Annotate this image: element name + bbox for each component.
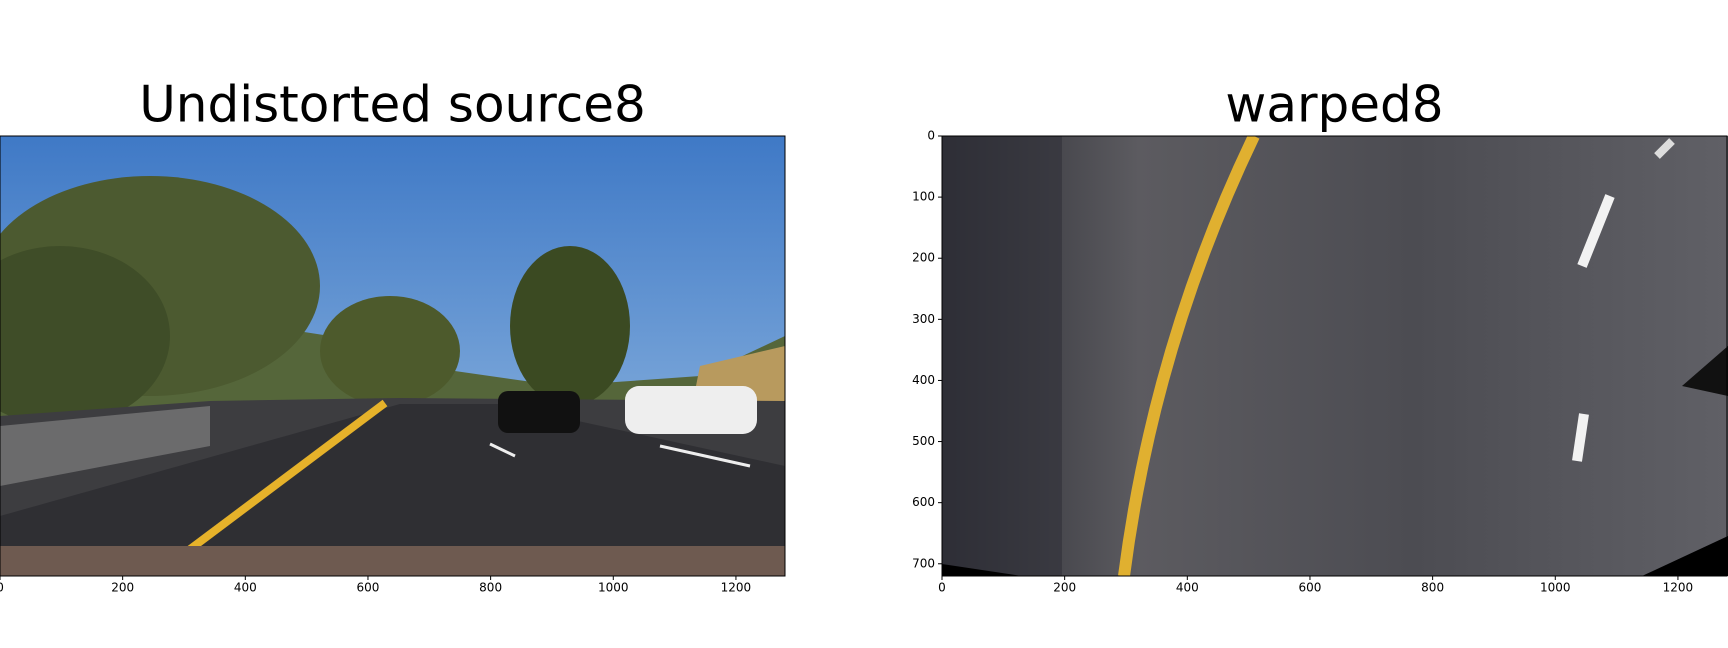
y-tick-label: 100 bbox=[912, 190, 935, 204]
y-tick-label: 400 bbox=[912, 373, 935, 387]
chart-title: warped8 bbox=[1225, 76, 1443, 134]
x-tick-label: 600 bbox=[1299, 581, 1322, 595]
x-tick-label: 200 bbox=[111, 581, 134, 595]
x-tick-label: 0 bbox=[938, 581, 946, 595]
chart-title: Undistorted source8 bbox=[139, 76, 646, 134]
axes-frame bbox=[0, 135, 786, 577]
x-tick-label: 1200 bbox=[721, 581, 752, 595]
axes-frame bbox=[941, 135, 1728, 577]
x-tick-label: 1000 bbox=[1540, 581, 1571, 595]
source-image bbox=[0, 136, 785, 576]
x-tick-label: 400 bbox=[1176, 581, 1199, 595]
x-tick-label: 1000 bbox=[598, 581, 629, 595]
warped-image bbox=[942, 136, 1728, 576]
y-tick-label: 600 bbox=[912, 495, 935, 509]
x-tick-label: 400 bbox=[234, 581, 257, 595]
x-tick-label: 200 bbox=[1053, 581, 1076, 595]
x-tick-label: 800 bbox=[479, 581, 502, 595]
x-tick-label: 800 bbox=[1421, 581, 1444, 595]
y-tick-label: 200 bbox=[912, 251, 935, 265]
x-tick-label: 1200 bbox=[1663, 581, 1694, 595]
x-tick-label: 0 bbox=[0, 581, 4, 595]
y-tick-label: 300 bbox=[912, 312, 935, 326]
x-tick-label: 600 bbox=[357, 581, 380, 595]
y-tick-label: 700 bbox=[912, 556, 935, 570]
y-tick-label: 500 bbox=[912, 434, 935, 448]
y-tick-label: 0 bbox=[927, 129, 935, 143]
